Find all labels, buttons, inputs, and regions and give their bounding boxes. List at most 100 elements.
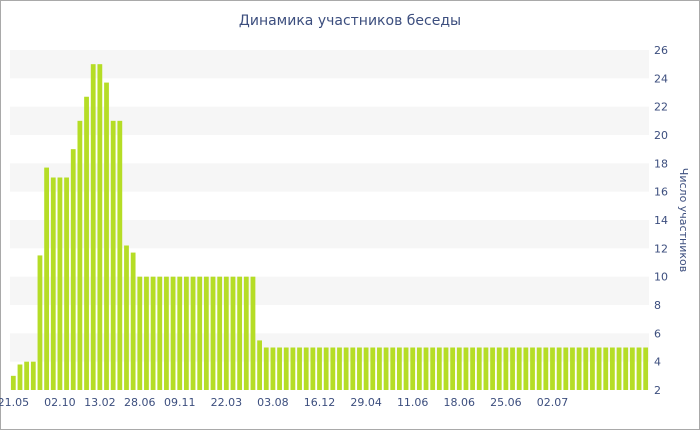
bar [64,177,69,390]
bar [104,82,109,390]
bar [543,347,549,390]
bar [310,347,316,390]
bar [470,347,475,390]
y-tick-label: 26 [654,44,668,57]
bar [550,347,555,390]
bar [343,347,349,390]
y-tick-label: 4 [654,356,661,369]
bar [496,347,502,390]
bar [190,276,196,390]
bar [217,276,223,390]
bar [17,364,23,390]
bar [50,177,56,390]
y-tick-label: 20 [654,129,668,142]
bar [77,120,83,390]
bar [350,347,356,390]
bar [84,96,89,390]
bar [383,347,389,390]
bar [396,347,402,390]
y-axis-title: Число участников [677,168,690,272]
chart-title: Динамика участников беседы [238,13,462,29]
y-tick-label: 22 [654,101,668,114]
bar [297,347,302,390]
bar [177,276,183,390]
bar [410,347,416,390]
bar [556,347,562,390]
bar [170,276,176,390]
bar [237,276,243,390]
bar [24,361,30,390]
bar [277,347,282,390]
bar [616,347,622,390]
y-tick-label: 6 [654,327,661,340]
bar [243,276,249,390]
bar [210,276,216,390]
bar [523,347,529,390]
bar [390,347,396,390]
bar [490,347,495,390]
y-tick-label: 12 [654,242,668,255]
x-tick-label: 13.02 [84,396,116,409]
bar [363,347,369,390]
grid-band [10,276,649,305]
bar [137,276,143,390]
bar [603,347,609,390]
bar [164,276,169,390]
bar [90,64,96,391]
bar [403,347,409,390]
bar [250,276,256,390]
y-tick-label: 18 [654,157,668,170]
bar [357,347,362,390]
bar [570,347,575,390]
x-tick-label: 02.10 [44,396,76,409]
x-tick-label: 29.04 [350,396,382,409]
bar [443,347,449,390]
bar [203,276,209,390]
grid-band [10,163,649,192]
bar [623,347,629,390]
bar [144,276,149,390]
bar [290,347,296,390]
bar [436,347,442,390]
bar [30,361,36,390]
bar [416,347,422,390]
bar [510,347,515,390]
y-tick-label: 2 [654,384,661,397]
bars [10,64,649,391]
bar [150,276,156,390]
bar [530,347,535,390]
x-tick-label: 16.12 [304,396,336,409]
bar [317,347,322,390]
x-tick-label: 18.06 [444,396,476,409]
bar [636,347,642,390]
x-tick-label: 22.03 [211,396,243,409]
y-tick-label: 14 [654,214,668,227]
bar [270,347,276,390]
bar [257,340,262,390]
bar [337,347,342,390]
bar [223,276,229,390]
bar [230,276,236,390]
bar [97,64,103,391]
bar [130,252,136,390]
bar [576,347,582,390]
grid-band [10,333,649,362]
y-tick-label: 16 [654,186,668,199]
x-tick-label: 25.06 [490,396,522,409]
bar [323,347,329,390]
x-tick-label: 02.07 [537,396,569,409]
bar [197,276,203,390]
y-tick-label: 10 [654,271,668,284]
x-tick-label: 11.06 [397,396,429,409]
bar [330,347,336,390]
bar [456,347,462,390]
bar [563,347,569,390]
bar [57,177,63,390]
bar [430,347,436,390]
bar [183,276,189,390]
bar [596,347,602,390]
bar [37,255,43,390]
x-tick-label: 09.11 [164,396,196,409]
